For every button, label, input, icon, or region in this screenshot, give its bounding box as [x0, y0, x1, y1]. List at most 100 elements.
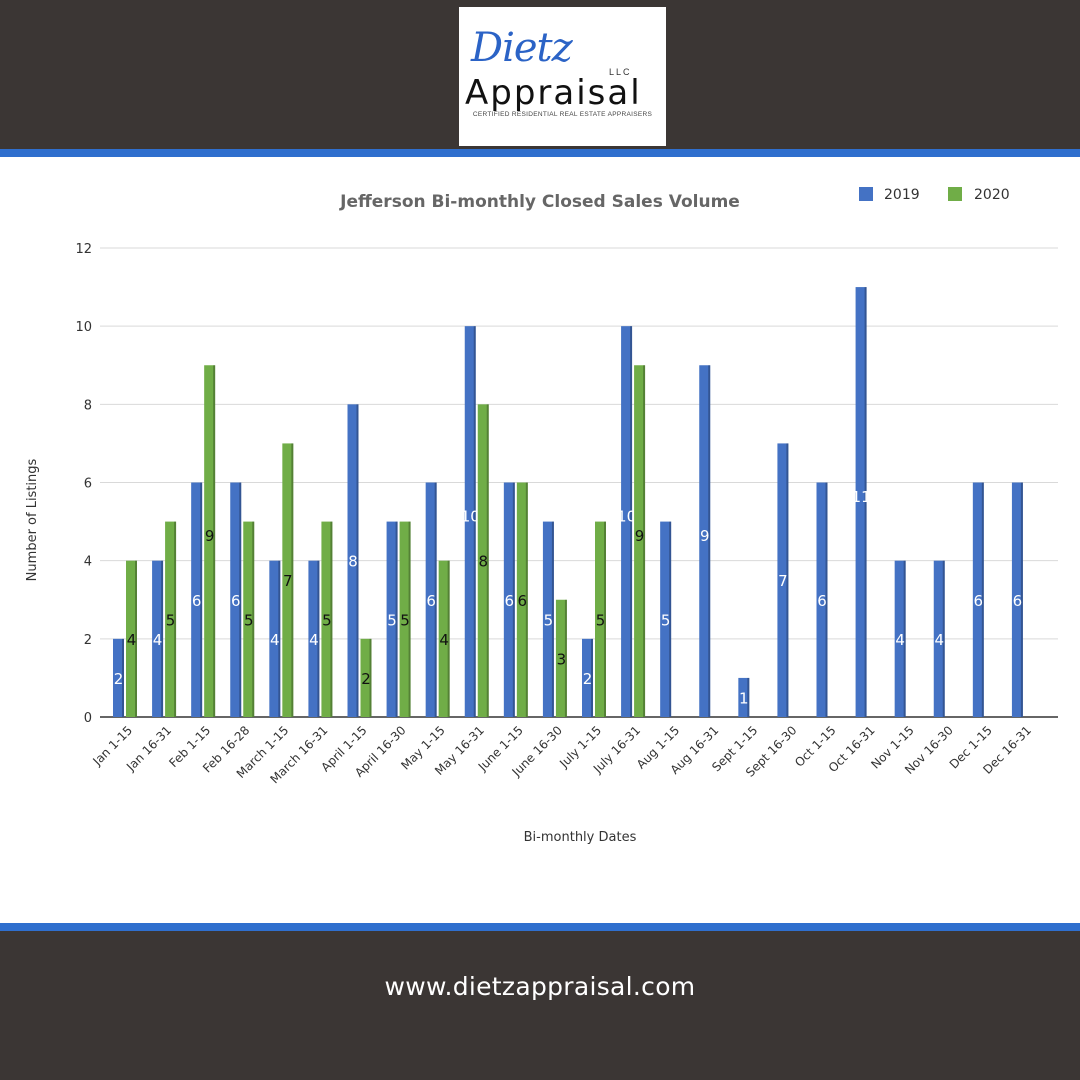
bar-2019 — [816, 482, 828, 717]
bar-2019 — [191, 482, 203, 717]
bar-2019 — [1011, 482, 1023, 717]
data-label-2019: 6 — [974, 592, 984, 610]
bar-shade-2019 — [708, 365, 711, 717]
data-label-2020: 9 — [205, 527, 215, 545]
data-label-2020: 5 — [596, 611, 606, 629]
data-label-2019: 5 — [387, 611, 397, 629]
bar-shade-2019 — [200, 482, 203, 717]
bar-shade-2020 — [408, 521, 411, 717]
logo-tagline: CERTIFIED RESIDENTIAL REAL ESTATE APPRAI… — [472, 111, 653, 118]
bar-shade-2020 — [525, 482, 528, 717]
bar-shade-2020 — [369, 638, 372, 717]
bar-shade-2020 — [252, 521, 255, 717]
bar-shade-2019 — [864, 287, 867, 717]
y-tick-label: 0 — [84, 711, 92, 726]
y-tick-label: 6 — [84, 477, 92, 492]
data-label-2019: 6 — [426, 592, 436, 610]
bar-2020 — [126, 560, 137, 717]
data-label-2019: 6 — [1013, 592, 1023, 610]
data-label-2019: 10 — [461, 508, 480, 526]
data-label-2019: 7 — [778, 572, 788, 590]
bar-2019 — [933, 560, 945, 717]
data-label-2019: 6 — [505, 592, 515, 610]
bar-shade-2019 — [395, 521, 398, 717]
bar-2020 — [282, 443, 294, 717]
bar-2019 — [660, 521, 672, 717]
bar-shade-2019 — [591, 638, 593, 717]
data-label-2020: 5 — [322, 611, 332, 629]
bar-shade-2019 — [278, 560, 281, 717]
bar-2019 — [308, 560, 320, 717]
bar-chart: Jefferson Bi-monthly Closed Sales Volume… — [25, 187, 1058, 845]
data-label-2019: 4 — [309, 631, 319, 649]
bar-shade-2019 — [317, 560, 320, 717]
bar-shade-2019 — [786, 443, 789, 717]
chart-panel — [0, 157, 1080, 923]
y-axis-label: Number of Listings — [25, 458, 40, 581]
bar-2020 — [204, 365, 216, 717]
data-label-2019: 4 — [934, 631, 944, 649]
data-label-2019: 2 — [114, 670, 124, 688]
bar-2019 — [542, 521, 554, 717]
legend-label-2019: 2019 — [884, 187, 920, 203]
data-label-2020: 7 — [283, 572, 293, 590]
bar-shade-2020 — [135, 560, 137, 717]
bar-shade-2019 — [747, 677, 750, 717]
data-label-2019: 4 — [270, 631, 280, 649]
data-label-2019: 1 — [739, 689, 749, 707]
footer-website-link[interactable]: www.dietzappraisal.com — [384, 972, 696, 1001]
bar-shade-2020 — [330, 521, 333, 717]
bar-shade-2019 — [551, 521, 554, 717]
bar-shade-2019 — [903, 560, 906, 717]
bar-2019 — [113, 638, 124, 717]
bar-shade-2020 — [447, 560, 450, 717]
legend-swatch-2020 — [948, 187, 962, 201]
data-label-2019: 4 — [153, 631, 163, 649]
bar-shade-2020 — [213, 365, 216, 717]
bar-2020 — [165, 521, 177, 717]
bar-2019 — [503, 482, 515, 717]
bar-shade-2019 — [434, 482, 437, 717]
data-label-2019: 6 — [192, 592, 202, 610]
bar-2020 — [634, 365, 646, 717]
bar-2020 — [399, 521, 411, 717]
bar-shade-2020 — [604, 521, 606, 717]
data-label-2020: 3 — [557, 650, 567, 668]
y-tick-label: 8 — [84, 398, 92, 413]
bar-2019 — [152, 560, 164, 717]
bar-shade-2019 — [161, 560, 164, 717]
legend-label-2020: 2020 — [974, 187, 1010, 203]
data-label-2020: 4 — [439, 631, 449, 649]
y-tick-label: 10 — [75, 320, 92, 335]
bar-shade-2019 — [122, 638, 124, 717]
data-label-2020: 2 — [361, 670, 371, 688]
data-label-2020: 6 — [518, 592, 528, 610]
bar-2019 — [386, 521, 398, 717]
bar-2019 — [464, 326, 476, 717]
bar-shade-2019 — [1020, 482, 1023, 717]
bar-2020 — [477, 404, 489, 717]
bar-shade-2020 — [486, 404, 489, 717]
x-axis-label: Bi-monthly Dates — [524, 830, 637, 845]
bar-shade-2019 — [825, 482, 828, 717]
data-label-2019: 2 — [583, 670, 593, 688]
data-label-2020: 5 — [166, 611, 176, 629]
company-logo: Dietz LLC Appraisal CERTIFIED RESIDENTIA… — [459, 7, 666, 146]
bar-2019 — [621, 326, 633, 717]
chart-title: Jefferson Bi-monthly Closed Sales Volume — [339, 192, 740, 212]
bar-2019 — [777, 443, 789, 717]
bar-shade-2020 — [291, 443, 294, 717]
data-label-2020: 9 — [635, 527, 645, 545]
bar-2020 — [243, 521, 255, 717]
bar-2020 — [438, 560, 450, 717]
bar-2020 — [360, 638, 372, 717]
data-label-2020: 4 — [127, 631, 137, 649]
bar-2020 — [595, 521, 606, 717]
footer-band — [0, 931, 1080, 1080]
data-label-2019: 6 — [817, 592, 827, 610]
bar-shade-2019 — [669, 521, 672, 717]
bar-2019 — [425, 482, 437, 717]
data-label-2019: 9 — [700, 527, 710, 545]
